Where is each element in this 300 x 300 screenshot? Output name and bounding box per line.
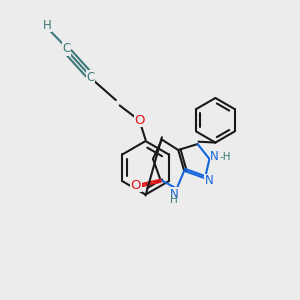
- Text: N: N: [210, 150, 219, 163]
- Text: C: C: [63, 42, 71, 56]
- Text: -H: -H: [220, 152, 231, 162]
- Text: C: C: [86, 71, 95, 84]
- Text: H: H: [170, 195, 178, 205]
- Text: N: N: [170, 188, 179, 201]
- Text: H: H: [43, 19, 52, 32]
- Text: O: O: [134, 114, 145, 127]
- Text: N: N: [205, 174, 214, 187]
- Text: O: O: [130, 178, 141, 192]
